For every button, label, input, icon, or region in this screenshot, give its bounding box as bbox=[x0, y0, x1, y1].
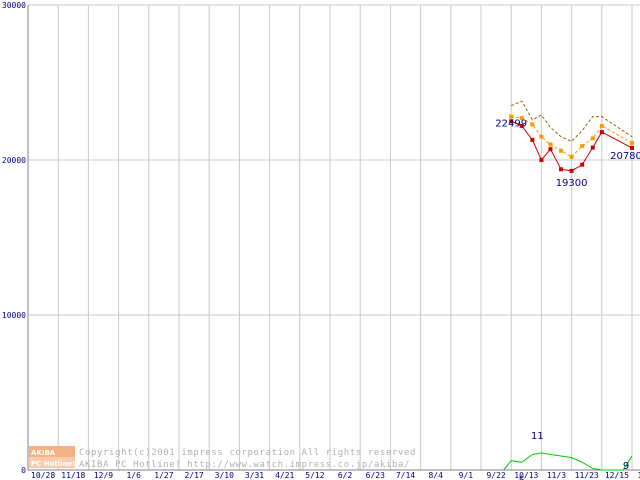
data-label-avg: 22499 bbox=[495, 118, 527, 129]
x-tick-label: 1/6 bbox=[126, 471, 141, 480]
x-tick-label: 1/12 bbox=[637, 471, 640, 480]
x-tick-label: 9/22 bbox=[486, 471, 505, 480]
series-point-avg bbox=[519, 123, 524, 128]
y-tick-label: 30000 bbox=[2, 1, 26, 10]
series-point-avg bbox=[599, 130, 604, 135]
x-tick-label: 8/4 bbox=[428, 471, 443, 480]
series-point-avg bbox=[548, 147, 553, 152]
x-tick-label: 10/28 bbox=[31, 471, 55, 480]
x-tick-label: 6/2 bbox=[338, 471, 353, 480]
series-point-mid bbox=[539, 134, 544, 139]
series-point-mid bbox=[590, 136, 595, 141]
series-layer bbox=[503, 100, 634, 471]
x-tick-label: 9/1 bbox=[459, 471, 474, 480]
series-point-avg bbox=[630, 145, 634, 150]
y-tick-label: 10000 bbox=[2, 311, 26, 320]
x-axis-ticks: 10/28 11/18 12/9 1/6 1/27 2/17 3/10 3/31 4/21 5/1… bbox=[31, 471, 640, 480]
series-point-mid bbox=[569, 154, 574, 159]
logo-top-text: AKIBA bbox=[31, 449, 56, 457]
watermark: AKIBA PC Hotline! Copyright(c)2001 impre… bbox=[29, 446, 416, 470]
series-point-avg bbox=[580, 162, 585, 167]
x-tick-label: 12/9 bbox=[94, 471, 113, 480]
series-point-mid bbox=[630, 140, 634, 145]
series-point-avg bbox=[559, 167, 564, 172]
data-labels: 22499 19300 20780 5 11 9 bbox=[495, 118, 640, 480]
series-point-avg bbox=[509, 119, 514, 124]
data-label-count: 11 bbox=[531, 431, 544, 442]
x-tick-label: 12/15 bbox=[605, 471, 629, 480]
x-tick-label: 11/3 bbox=[547, 471, 566, 480]
x-tick-label: 3/10 bbox=[215, 471, 234, 480]
series-point-avg bbox=[569, 168, 574, 173]
x-tick-label: 2/17 bbox=[184, 471, 203, 480]
x-tick-label: 10/13 bbox=[514, 471, 538, 480]
series-line-high bbox=[510, 100, 633, 142]
x-tick-label: 3/31 bbox=[245, 471, 264, 480]
series-point-mid bbox=[559, 148, 564, 153]
x-tick-label: 1/27 bbox=[154, 471, 173, 480]
series-point-mid bbox=[599, 123, 604, 128]
series-point-avg bbox=[539, 158, 544, 162]
y-tick-label: 0 bbox=[21, 466, 26, 475]
x-tick-label: 11/23 bbox=[575, 471, 599, 480]
x-tick-label: 4/21 bbox=[275, 471, 294, 480]
x-tick-label: 7/14 bbox=[396, 471, 415, 480]
series-point-mid bbox=[580, 144, 585, 149]
series-line-count bbox=[503, 452, 633, 471]
y-tick-label: 20000 bbox=[2, 156, 26, 165]
akiba-logo: AKIBA PC Hotline! bbox=[29, 446, 75, 468]
series-point-mid bbox=[548, 142, 553, 147]
data-label-avg: 19300 bbox=[556, 178, 588, 189]
copyright-text: Copyright(c)2001 impress corporation All… bbox=[79, 448, 416, 458]
chart-grid bbox=[27, 4, 640, 471]
x-tick-label: 6/23 bbox=[366, 471, 385, 480]
data-label-count: 5 bbox=[519, 475, 525, 480]
series-point-mid bbox=[530, 122, 535, 127]
x-tick-label: 5/12 bbox=[305, 471, 324, 480]
series-point-avg bbox=[530, 137, 535, 142]
series-point-mid bbox=[509, 114, 514, 119]
hotline-url-text: AKIBA PC Hotline! http://www.watch.impre… bbox=[79, 460, 410, 470]
data-label-avg: 20780 bbox=[610, 151, 640, 162]
x-tick-label: 11/18 bbox=[61, 471, 85, 480]
y-axis-ticks: 0 10000 20000 30000 bbox=[2, 1, 26, 475]
data-label-count: 9 bbox=[623, 461, 629, 472]
series-point-avg bbox=[590, 145, 595, 150]
logo-bottom-text: PC Hotline! bbox=[31, 460, 75, 468]
series-point-mid bbox=[519, 116, 524, 121]
